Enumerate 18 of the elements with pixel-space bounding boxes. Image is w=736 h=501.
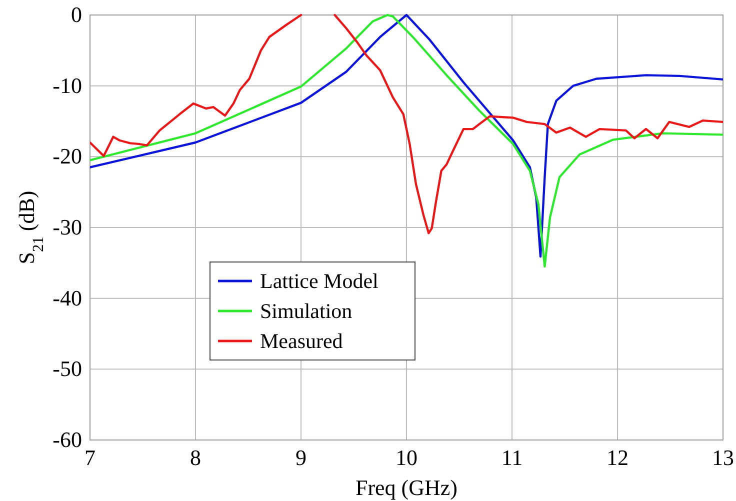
x-tick-label: 8	[190, 445, 201, 470]
x-tick-label: 11	[501, 445, 523, 470]
y-tick-label: 0	[71, 2, 82, 27]
x-tick-label: 12	[606, 445, 628, 470]
y-tick-label: -40	[52, 285, 82, 310]
legend-label: Simulation	[260, 299, 353, 323]
y-tick-label: -30	[52, 214, 82, 240]
legend-label: Lattice Model	[260, 269, 379, 293]
legend-label: Measured	[260, 329, 344, 353]
x-tick-label: 13	[712, 445, 734, 470]
x-axis-title: Freq (GHz)	[355, 475, 458, 500]
y-tick-label: -20	[52, 144, 82, 169]
y-tick-label: -10	[52, 72, 82, 98]
x-tick-label: 7	[84, 445, 96, 470]
y-tick-label: -60	[52, 427, 82, 452]
x-tick-label: 10	[396, 445, 418, 470]
y-tick-label: -50	[52, 356, 82, 382]
x-tick-label: 9	[296, 445, 306, 470]
